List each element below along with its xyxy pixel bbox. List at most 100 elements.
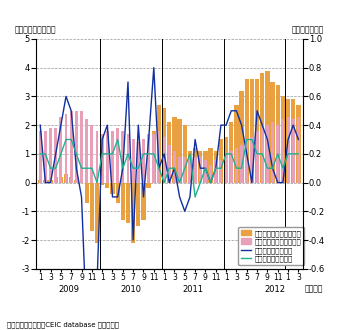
Bar — [245, 140, 248, 182]
総合前月比（右軸） — [291, 123, 295, 127]
Bar — [121, 131, 124, 182]
Bar — [219, 160, 222, 182]
Bar — [126, 182, 130, 223]
Bar — [116, 128, 119, 182]
Text: 2009: 2009 — [58, 284, 79, 293]
Text: （前月比、％）: （前月比、％） — [291, 25, 324, 34]
Bar — [271, 122, 274, 182]
Bar — [126, 134, 130, 182]
コア前月比（右軸） — [234, 166, 238, 170]
Bar — [286, 99, 290, 182]
Bar — [64, 174, 68, 182]
Bar — [287, 116, 290, 182]
総合前月比（右軸） — [219, 123, 223, 127]
Bar — [224, 137, 228, 182]
Line: コア前月比（右軸）: コア前月比（右軸） — [40, 140, 299, 197]
Bar — [147, 182, 151, 188]
Bar — [100, 182, 104, 185]
Bar — [65, 114, 68, 182]
Bar — [250, 79, 254, 182]
Bar — [39, 131, 42, 182]
Bar — [74, 180, 79, 182]
Text: 2012: 2012 — [265, 284, 286, 293]
Bar — [235, 148, 238, 182]
Bar — [85, 119, 88, 182]
Bar — [131, 182, 135, 243]
Text: （前年同月比、％）: （前年同月比、％） — [15, 25, 56, 34]
Bar — [137, 142, 140, 182]
Bar — [219, 140, 223, 182]
Bar — [152, 134, 155, 182]
Bar — [49, 128, 52, 182]
総合前月比（右軸） — [296, 138, 301, 142]
Bar — [43, 180, 48, 182]
コア前月比（右軸） — [100, 152, 104, 156]
Bar — [59, 177, 63, 182]
Bar — [265, 71, 270, 182]
Bar — [75, 111, 78, 182]
Bar — [116, 182, 120, 203]
Bar — [270, 82, 275, 182]
Bar — [147, 134, 150, 182]
Bar — [162, 108, 166, 182]
Bar — [85, 182, 89, 203]
Bar — [173, 151, 176, 182]
Bar — [297, 116, 300, 182]
コア前月比（右軸） — [38, 152, 42, 156]
Bar — [239, 91, 244, 182]
Bar — [163, 137, 166, 182]
コア前月比（右軸） — [121, 166, 125, 170]
Bar — [53, 177, 58, 182]
Bar — [44, 131, 47, 182]
Bar — [183, 157, 186, 182]
Bar — [234, 105, 239, 182]
Bar — [214, 160, 217, 182]
Bar — [198, 151, 202, 182]
Bar — [204, 160, 207, 182]
コア前月比（右軸） — [296, 152, 301, 156]
Bar — [48, 180, 53, 182]
総合前月比（右軸） — [152, 66, 156, 70]
Bar — [240, 145, 243, 182]
Bar — [256, 131, 258, 182]
Bar — [244, 79, 249, 182]
コア前月比（右軸） — [219, 166, 223, 170]
Bar — [168, 145, 171, 182]
Bar — [193, 148, 197, 182]
Bar — [167, 122, 171, 182]
Bar — [80, 111, 83, 182]
Bar — [188, 151, 192, 182]
Bar — [266, 125, 269, 182]
Text: 2011: 2011 — [182, 284, 203, 293]
Bar — [101, 134, 104, 182]
Bar — [260, 74, 265, 182]
Legend: 総合前年同月比（左軸）, コア前年同月比（左軸）, 総合前月比（右軸）, コア前月比（右軸）: 総合前年同月比（左軸）, コア前年同月比（左軸）, 総合前月比（右軸）, コア前… — [238, 227, 304, 265]
総合前月比（右軸） — [234, 109, 238, 113]
Bar — [142, 140, 145, 182]
Bar — [188, 157, 191, 182]
Bar — [194, 157, 197, 182]
Bar — [275, 85, 280, 182]
Line: 総合前月比（右軸）: 総合前月比（右軸） — [40, 68, 299, 330]
Bar — [214, 151, 218, 182]
コア前月比（右軸） — [291, 152, 295, 156]
Text: （年月）: （年月） — [305, 284, 324, 293]
Bar — [230, 151, 233, 182]
Bar — [292, 119, 295, 182]
Bar — [157, 105, 161, 182]
Bar — [96, 131, 99, 182]
Bar — [59, 116, 62, 182]
Bar — [105, 182, 109, 188]
Bar — [141, 182, 146, 220]
Bar — [95, 182, 99, 243]
Bar — [136, 182, 140, 226]
Bar — [208, 148, 213, 182]
総合前月比（右軸） — [100, 138, 104, 142]
Bar — [54, 128, 57, 182]
Bar — [132, 140, 135, 182]
Bar — [203, 151, 208, 182]
コア前月比（右軸） — [126, 152, 130, 156]
Bar — [157, 131, 160, 182]
Bar — [152, 131, 156, 182]
Bar — [90, 182, 94, 231]
